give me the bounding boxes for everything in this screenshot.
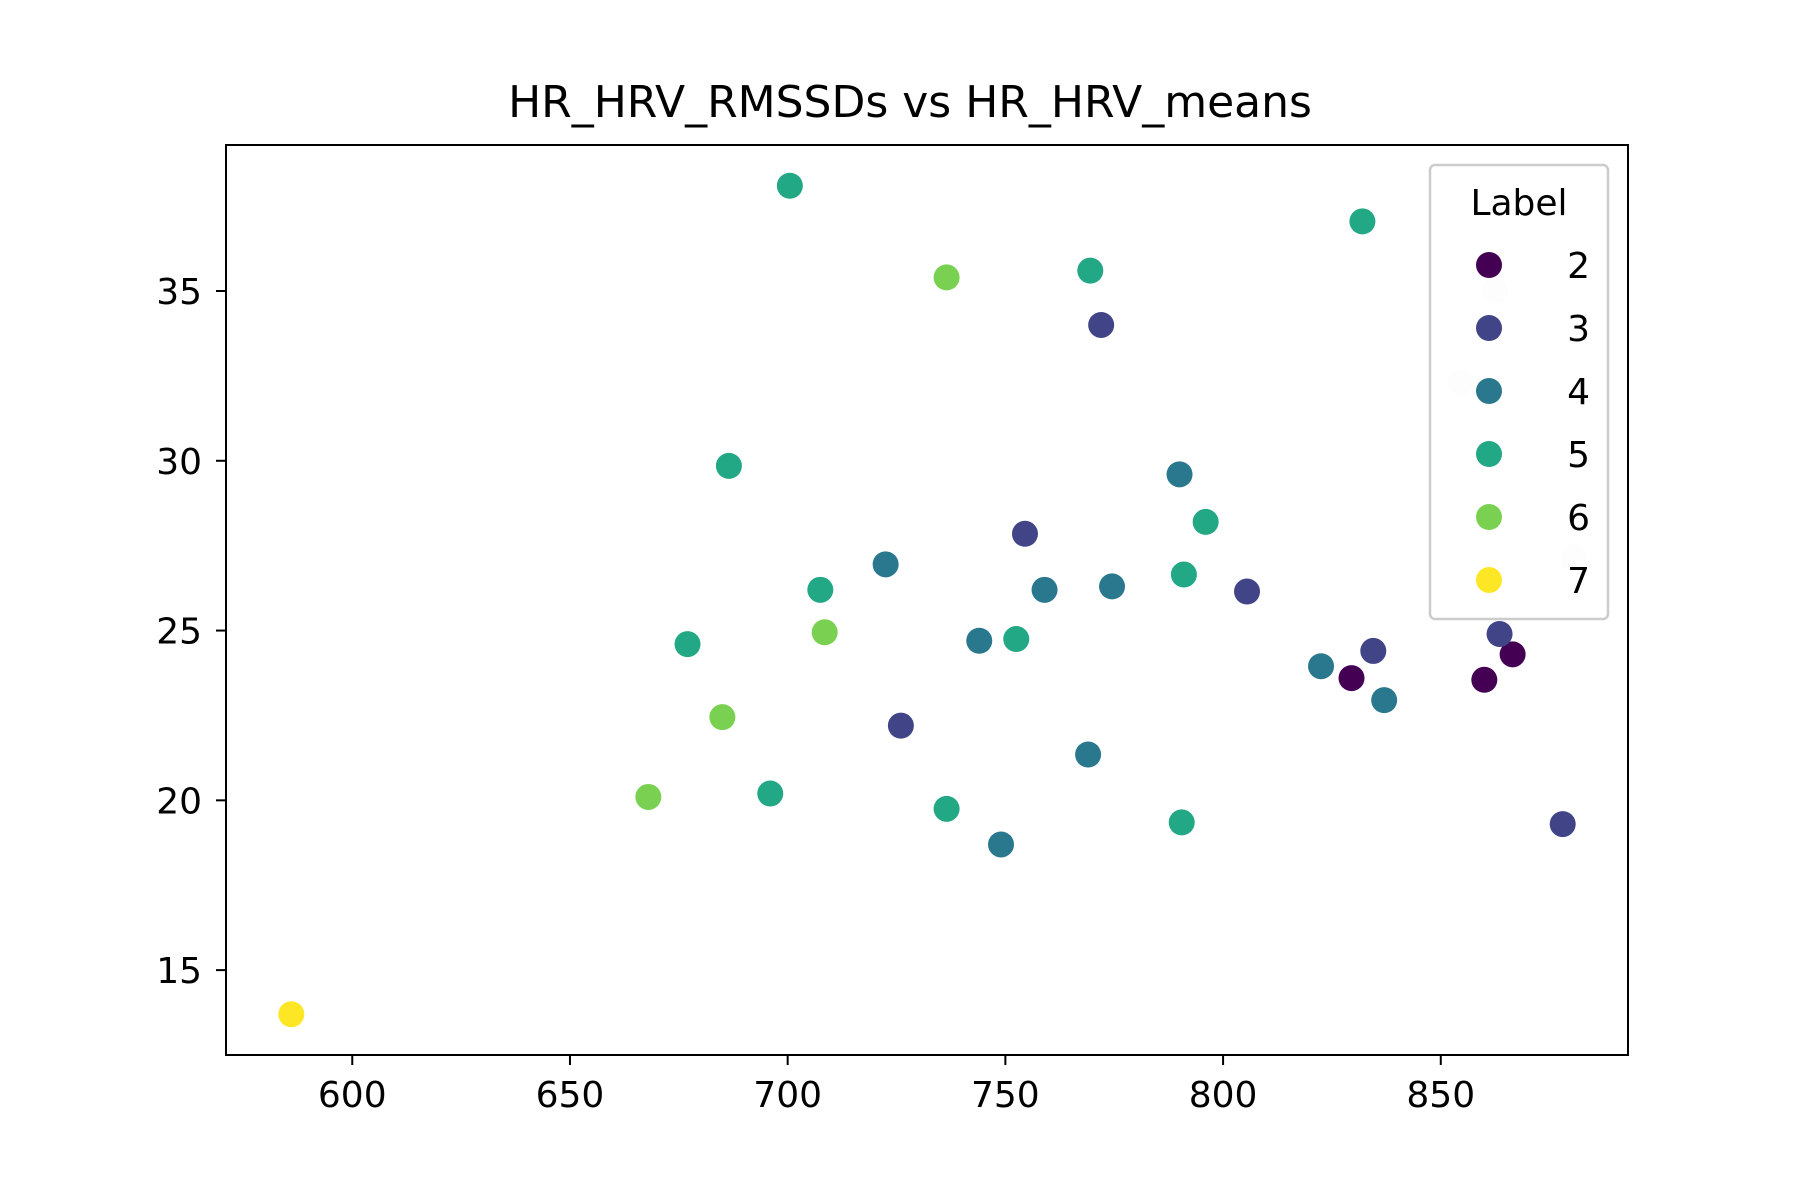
data-point-series-6-1 <box>811 619 838 646</box>
data-point-series-5-4 <box>1192 508 1219 535</box>
legend-label-6: 6 <box>1567 498 1590 539</box>
data-point-series-4-5 <box>1308 653 1335 680</box>
x-tick-label: 750 <box>971 1075 1040 1116</box>
data-point-series-5-8 <box>1003 626 1030 653</box>
data-point-series-4-0 <box>1166 461 1193 488</box>
x-tick-label: 800 <box>1189 1075 1258 1116</box>
data-point-series-4-1 <box>872 551 899 578</box>
legend-marker-7 <box>1476 567 1502 593</box>
data-point-series-5-6 <box>1170 561 1197 588</box>
data-point-series-5-0 <box>776 172 803 199</box>
legend-entries: 2 3 4 5 6 7 <box>1476 246 1590 602</box>
data-point-series-3-1 <box>1011 520 1038 547</box>
x-tick-label: 700 <box>753 1075 822 1116</box>
legend-label-7: 7 <box>1567 561 1590 602</box>
plot-area-frame <box>225 144 1629 1056</box>
legend-label-2: 2 <box>1567 246 1590 287</box>
data-point-series-3-5 <box>887 712 914 739</box>
data-point-series-5-10 <box>933 795 960 822</box>
data-point-series-5-3 <box>715 452 742 479</box>
legend-marker-3 <box>1476 315 1502 341</box>
data-point-series-3-0 <box>1088 311 1115 338</box>
y-tick-label: 15 <box>156 951 202 992</box>
y-tick-label: 35 <box>156 272 202 313</box>
data-point-series-5-11 <box>1168 809 1195 836</box>
legend-label-5: 5 <box>1567 435 1590 476</box>
legend-label-4: 4 <box>1567 372 1590 413</box>
y-tick-label: 25 <box>156 612 202 653</box>
data-point-series-3-2 <box>1234 578 1261 605</box>
legend-marker-2 <box>1476 252 1502 278</box>
legend-box <box>1428 163 1610 621</box>
x-axis: 600 650 700 750 800 850 <box>318 1055 1475 1116</box>
points-layer <box>278 172 1587 1028</box>
data-point-series-3-6 <box>1549 811 1576 838</box>
data-point-series-2-0 <box>1338 665 1365 692</box>
legend-marker-6 <box>1476 504 1502 530</box>
y-axis: 15 20 25 30 35 <box>156 272 226 992</box>
data-point-series-5-7 <box>674 631 701 658</box>
y-tick-label: 30 <box>156 442 202 483</box>
legend-marker-5 <box>1476 441 1502 467</box>
data-point-series-6-2 <box>709 704 736 731</box>
data-point-series-3-4 <box>1486 620 1513 647</box>
data-point-series-3-3 <box>1360 637 1387 664</box>
data-point-series-7-0 <box>278 1001 305 1028</box>
data-point-series-5-2 <box>1077 257 1104 284</box>
legend-label-3: 3 <box>1567 309 1590 350</box>
data-point-series-4-6 <box>1371 687 1398 714</box>
chart-title: HR_HRV_RMSSDs vs HR_HRV_means <box>508 77 1312 128</box>
data-point-series-4-2 <box>1031 576 1058 603</box>
data-point-series-4-3 <box>1099 573 1126 600</box>
data-point-series-4-7 <box>1075 741 1102 768</box>
x-tick-label: 650 <box>536 1075 605 1116</box>
data-point-series-2-2 <box>1499 641 1526 668</box>
data-point-series-5-1 <box>1349 208 1376 235</box>
legend-marker-4 <box>1476 378 1502 404</box>
x-tick-label: 600 <box>318 1075 387 1116</box>
data-point-series-5-5 <box>807 576 834 603</box>
data-point-series-5-9 <box>757 780 784 807</box>
legend-title: Label <box>1470 183 1567 224</box>
data-point-series-2-1 <box>1471 666 1498 693</box>
data-point-series-4-8 <box>988 831 1015 858</box>
data-point-series-6-0 <box>933 264 960 291</box>
legend: Label 2 3 4 5 6 7 <box>1428 163 1610 621</box>
x-tick-label: 850 <box>1406 1075 1475 1116</box>
data-point-series-4-4 <box>966 627 993 654</box>
y-tick-label: 20 <box>156 781 202 822</box>
data-point-series-6-3 <box>635 783 662 810</box>
